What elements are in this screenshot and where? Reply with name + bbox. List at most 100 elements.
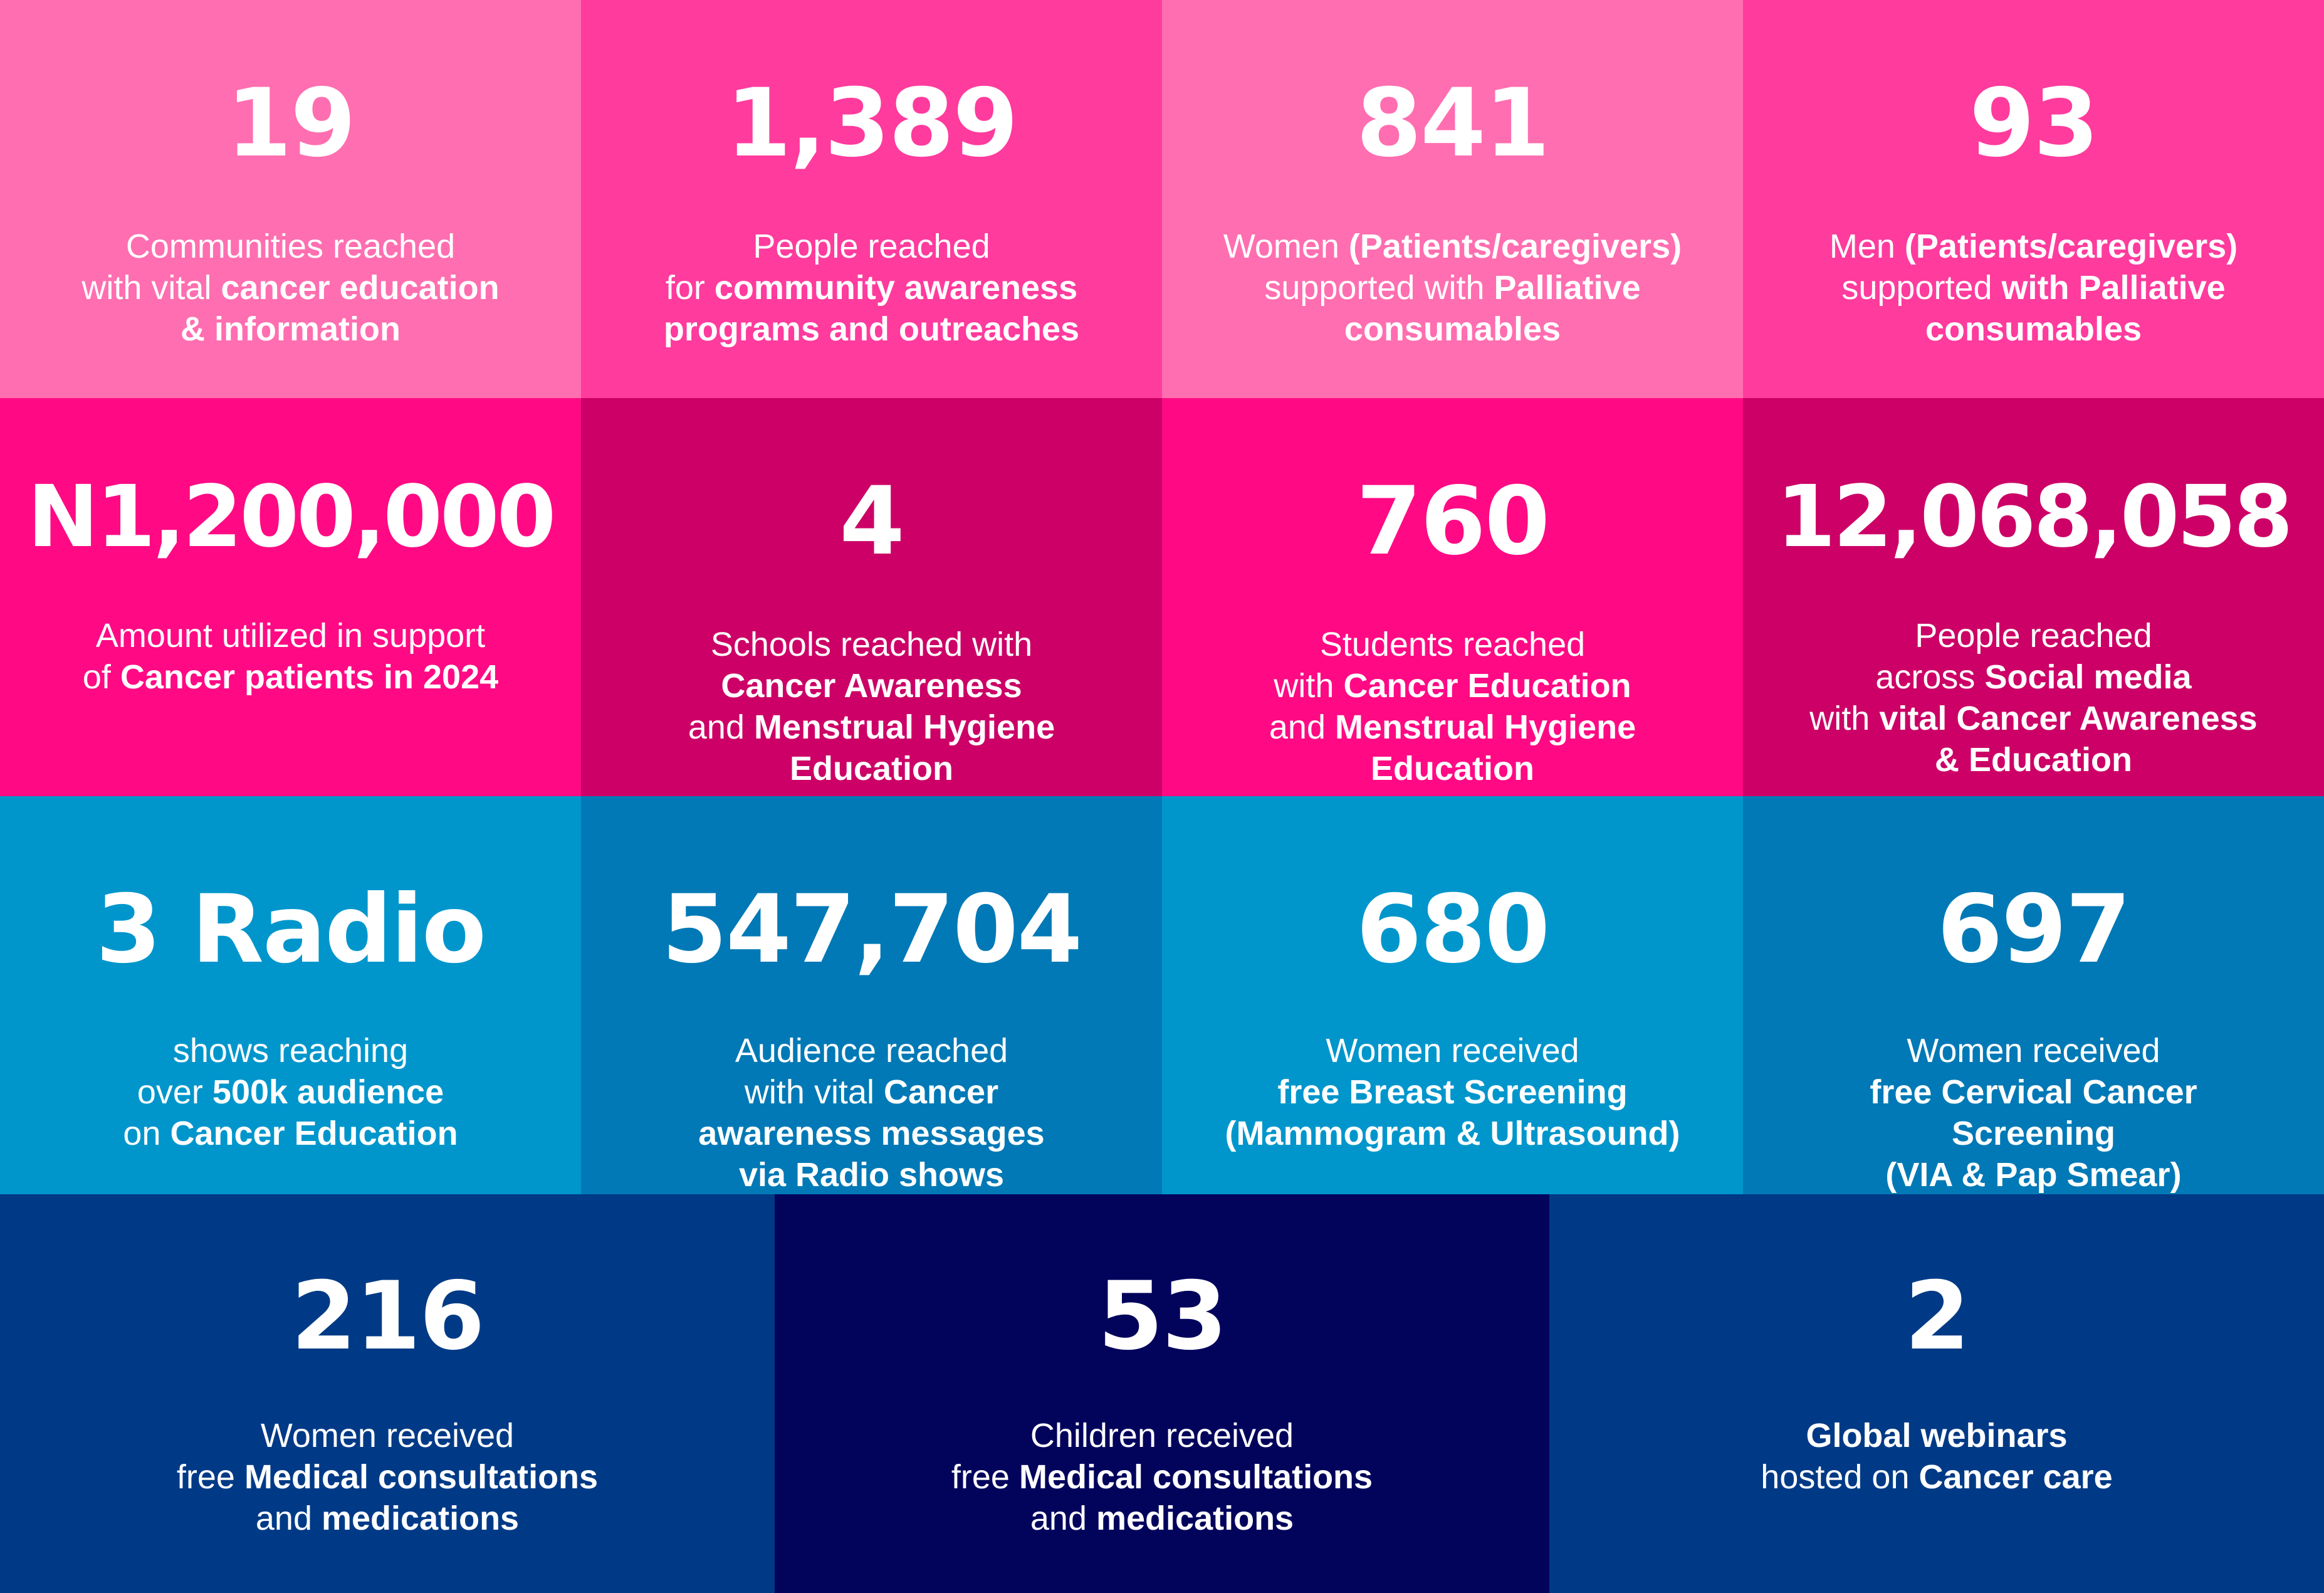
description-text: over bbox=[137, 1073, 212, 1111]
highlight-text: Cancer care bbox=[1918, 1458, 2113, 1496]
description-line: programs and outreaches bbox=[664, 308, 1079, 350]
description-line: for community awareness bbox=[664, 267, 1079, 308]
description-line: (Mammogram & Ultrasound) bbox=[1225, 1113, 1680, 1154]
stat-value: 760 bbox=[1356, 467, 1550, 576]
description-line: Women received bbox=[1870, 1030, 2197, 1071]
stats-row-4: 216 Women received free Medical consultati… bbox=[0, 1194, 2324, 1593]
description-line: People reached bbox=[1809, 615, 2257, 656]
description-text: Children received bbox=[1030, 1417, 1294, 1454]
description-line: free Breast Screening bbox=[1225, 1071, 1680, 1113]
description-line: with vital Cancer Awareness bbox=[1809, 698, 2257, 739]
highlight-text: via Radio shows bbox=[738, 1156, 1005, 1194]
description-line: Women (Patients/caregivers) bbox=[1223, 226, 1682, 267]
description-line: free Medical consultations bbox=[951, 1456, 1373, 1498]
stat-women-medical: 216 Women received free Medical consultati… bbox=[0, 1194, 775, 1593]
stat-description: People reached for community awareness pro… bbox=[664, 226, 1079, 350]
description-text: supported with bbox=[1264, 269, 1494, 307]
description-text: of bbox=[82, 658, 120, 696]
stat-description: Women received free Cervical Cancer Screen… bbox=[1870, 1030, 2197, 1194]
description-text: Schools reached with bbox=[710, 626, 1033, 663]
description-line: shows reaching bbox=[123, 1030, 458, 1071]
highlight-text: Social media bbox=[1984, 658, 2192, 696]
description-line: (VIA & Pap Smear) bbox=[1870, 1154, 2197, 1194]
description-text: and bbox=[688, 708, 754, 746]
highlight-text: vital Cancer Awareness bbox=[1879, 700, 2258, 737]
highlight-text: consumables bbox=[1344, 310, 1561, 348]
highlight-text: Cancer bbox=[883, 1073, 999, 1111]
description-text: Women bbox=[1223, 228, 1349, 265]
stats-row-3: 3 Radio shows reaching over 500k audience o… bbox=[0, 796, 2324, 1194]
highlight-text: Medical consultations bbox=[1018, 1458, 1373, 1496]
description-text: People reached bbox=[1915, 617, 2152, 655]
description-line: across Social media bbox=[1809, 656, 2257, 698]
description-line: Global webinars bbox=[1761, 1415, 2112, 1456]
highlight-text: Cancer Awareness bbox=[721, 667, 1022, 705]
stat-global-webinars: 2 Global webinars hosted on Cancer care bbox=[1549, 1194, 2324, 1593]
stat-value: 216 bbox=[291, 1262, 484, 1371]
highlight-text: Cancer Education bbox=[170, 1115, 458, 1152]
stat-men-palliative: 93 Men (Patients/caregivers) supported wit… bbox=[1743, 0, 2324, 398]
highlight-text: Menstrual Hygiene bbox=[1334, 708, 1636, 746]
description-line: supported with Palliative bbox=[1829, 267, 2238, 308]
highlight-text: medications bbox=[322, 1500, 520, 1537]
highlight-text: Palliative bbox=[1494, 269, 1641, 307]
description-line: Amount utilized in support bbox=[83, 615, 498, 656]
highlight-text: cancer education bbox=[221, 269, 500, 307]
description-text: Audience reached bbox=[735, 1032, 1008, 1070]
highlight-text: Menstrual Hygiene bbox=[753, 708, 1055, 746]
description-line: Children received bbox=[951, 1415, 1373, 1456]
stat-schools-reached: 4 Schools reached with Cancer Awareness and… bbox=[581, 398, 1162, 796]
stat-value: 12,068,058 bbox=[1776, 468, 2293, 567]
description-line: on Cancer Education bbox=[123, 1113, 458, 1154]
description-line: with Cancer Education bbox=[1269, 665, 1636, 707]
stat-value: 697 bbox=[1937, 875, 2131, 984]
stat-breast-screening: 680 Women received free Breast Screening (M… bbox=[1162, 796, 1743, 1194]
description-line: Men (Patients/caregivers) bbox=[1829, 226, 2238, 267]
highlight-text: (Patients/caregivers) bbox=[1348, 228, 1682, 265]
description-text: with bbox=[1274, 667, 1344, 705]
stat-value: 53 bbox=[1097, 1262, 1228, 1371]
highlight-text: medications bbox=[1096, 1500, 1294, 1537]
description-text: shows reaching bbox=[172, 1032, 409, 1070]
description-line: consumables bbox=[1829, 308, 2238, 350]
stat-description: Women (Patients/caregivers) supported wit… bbox=[1223, 226, 1682, 350]
stat-social-media-reach: 12,068,058 People reached across Social me… bbox=[1743, 398, 2324, 796]
description-line: and Menstrual Hygiene bbox=[1269, 707, 1636, 748]
description-line: with vital cancer education bbox=[81, 267, 499, 308]
stat-description: Global webinars hosted on Cancer care bbox=[1761, 1415, 2112, 1498]
description-line: supported with Palliative bbox=[1223, 267, 1682, 308]
stat-description: shows reaching over 500k audience on Cance… bbox=[123, 1030, 458, 1154]
description-line: Students reached bbox=[1269, 624, 1636, 665]
description-line: free Medical consultations bbox=[177, 1456, 598, 1498]
description-line: Screening bbox=[1870, 1113, 2197, 1154]
stat-radio-audience: 547,704 Audience reached with vital Cancer… bbox=[581, 796, 1162, 1194]
description-line: People reached bbox=[664, 226, 1079, 267]
description-text: across bbox=[1875, 658, 1985, 696]
description-text: hosted on bbox=[1761, 1458, 1919, 1496]
description-text: free bbox=[176, 1458, 244, 1496]
description-line: Audience reached bbox=[698, 1030, 1044, 1071]
stat-value: 680 bbox=[1356, 875, 1550, 984]
highlight-text: Cancer Education bbox=[1343, 667, 1631, 705]
description-text: for bbox=[665, 269, 714, 307]
description-line: Education bbox=[688, 748, 1055, 789]
stat-value: 4 bbox=[839, 467, 904, 576]
description-line: Cancer Awareness bbox=[688, 665, 1055, 707]
stat-value: 1,389 bbox=[726, 69, 1018, 178]
stat-amount-utilized: N1,200,000 Amount utilized in support of C… bbox=[0, 398, 581, 796]
description-text: with bbox=[1809, 700, 1880, 737]
stat-description: Amount utilized in support of Cancer pati… bbox=[83, 615, 498, 698]
stats-row-1: 19 Communities reached with vital cancer e… bbox=[0, 0, 2324, 398]
description-text: Students reached bbox=[1319, 626, 1586, 663]
stat-description: Audience reached with vital Cancer awarene… bbox=[698, 1030, 1044, 1194]
description-text: and bbox=[1030, 1500, 1096, 1537]
highlight-text: (Mammogram & Ultrasound) bbox=[1225, 1115, 1680, 1152]
highlight-text: Education bbox=[1370, 750, 1534, 787]
highlight-text: Cancer patients in 2024 bbox=[120, 658, 499, 696]
description-line: and medications bbox=[951, 1498, 1373, 1539]
description-line: hosted on Cancer care bbox=[1761, 1456, 2112, 1498]
highlight-text: 500k audience bbox=[212, 1073, 444, 1111]
stat-value: 19 bbox=[226, 69, 356, 178]
highlight-text: Screening bbox=[1951, 1115, 2116, 1152]
